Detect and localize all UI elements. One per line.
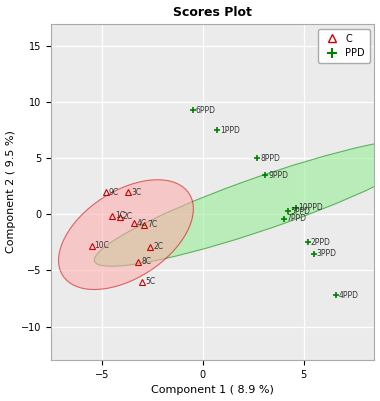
Ellipse shape: [94, 138, 380, 266]
Text: 2C: 2C: [153, 243, 163, 251]
Title: Scores Plot: Scores Plot: [173, 6, 252, 18]
Text: 2C: 2C: [123, 212, 133, 221]
Text: 1PPD: 1PPD: [220, 126, 240, 135]
Text: 3PPD: 3PPD: [317, 249, 337, 258]
Text: 8PPD: 8PPD: [260, 154, 280, 163]
Text: 9C: 9C: [109, 188, 119, 196]
Y-axis label: Component 2 ( 9.5 %): Component 2 ( 9.5 %): [6, 131, 16, 253]
Text: 10C: 10C: [95, 241, 109, 250]
Text: 5PPD: 5PPD: [291, 207, 310, 216]
Text: 9PPD: 9PPD: [268, 171, 288, 180]
Text: 2PPD: 2PPD: [311, 238, 331, 247]
Text: 8C: 8C: [141, 257, 151, 266]
Text: 5C: 5C: [145, 277, 155, 286]
Ellipse shape: [59, 180, 193, 290]
Text: 4PPD: 4PPD: [339, 291, 359, 300]
Text: 1C: 1C: [115, 211, 125, 220]
Text: 7C: 7C: [147, 220, 157, 229]
Text: 4C: 4C: [137, 219, 147, 228]
Text: 7PPD: 7PPD: [287, 215, 307, 223]
Legend: C, PPD: C, PPD: [318, 29, 370, 63]
Text: 6PPD: 6PPD: [196, 106, 216, 115]
Text: 3C: 3C: [131, 188, 141, 196]
X-axis label: Component 1 ( 8.9 %): Component 1 ( 8.9 %): [151, 385, 274, 395]
Text: 10PPD: 10PPD: [299, 203, 323, 212]
